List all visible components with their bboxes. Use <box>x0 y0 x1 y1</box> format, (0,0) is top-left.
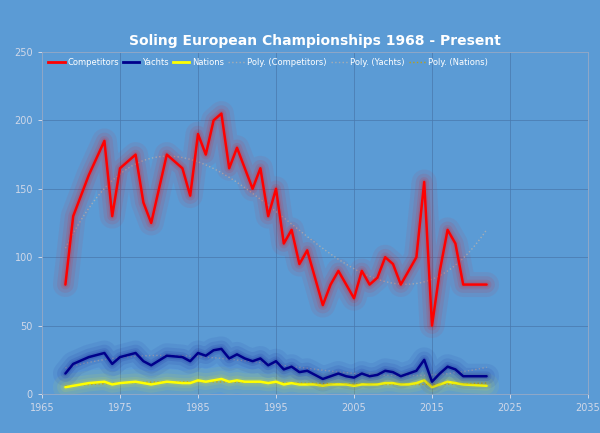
Title: Soling European Championships 1968 - Present: Soling European Championships 1968 - Pre… <box>129 34 501 48</box>
Legend: Competitors, Yachts, Nations, Poly. (Competitors), Poly. (Yachts), Poly. (Nation: Competitors, Yachts, Nations, Poly. (Com… <box>46 56 490 68</box>
